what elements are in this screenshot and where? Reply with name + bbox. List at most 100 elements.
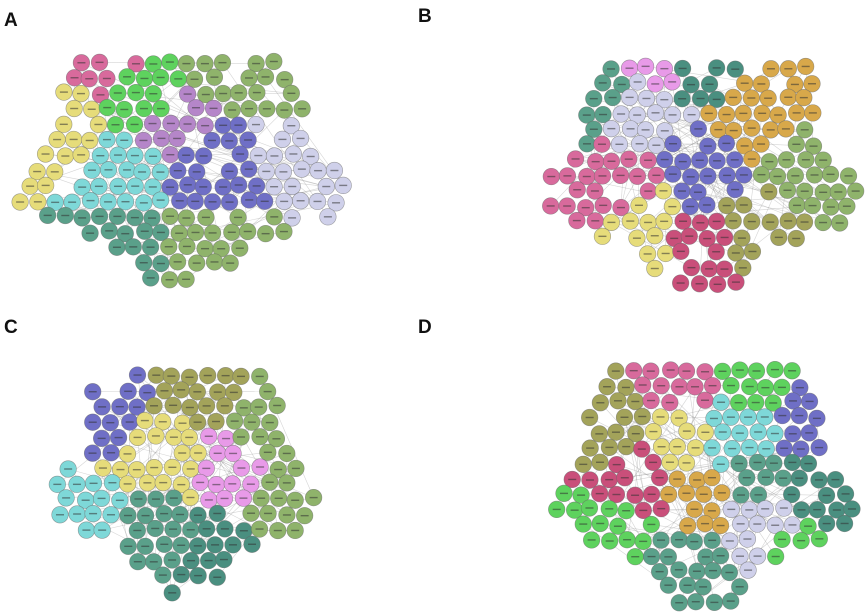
node-text-mark bbox=[229, 452, 238, 455]
node-text-mark bbox=[287, 125, 296, 127]
edge bbox=[611, 222, 675, 239]
node-text-mark bbox=[635, 143, 644, 145]
node-text-mark bbox=[735, 586, 744, 588]
node-text-mark bbox=[782, 159, 791, 161]
node-text-mark bbox=[41, 184, 50, 187]
node-text-mark bbox=[795, 386, 804, 389]
node-text-mark bbox=[77, 62, 86, 64]
node-text-mark bbox=[225, 201, 234, 203]
node-text-mark bbox=[149, 561, 158, 563]
node-text-mark bbox=[612, 493, 621, 496]
node-text-mark bbox=[106, 514, 115, 516]
node-text-mark bbox=[245, 77, 254, 79]
node-text-mark bbox=[605, 478, 614, 481]
node-text-mark bbox=[287, 92, 296, 95]
node-text-mark bbox=[840, 522, 849, 525]
node-text-mark bbox=[683, 584, 692, 586]
node-text-mark bbox=[682, 462, 691, 464]
node-text-mark bbox=[660, 98, 669, 101]
node-text-mark bbox=[686, 205, 695, 208]
node-text-mark bbox=[237, 375, 246, 378]
node-text-mark bbox=[847, 508, 856, 510]
edge bbox=[196, 171, 275, 218]
node-text-mark bbox=[114, 185, 123, 188]
node-text-mark bbox=[95, 61, 104, 64]
node-text-mark bbox=[778, 414, 787, 417]
node-text-mark bbox=[718, 431, 727, 433]
node-text-mark bbox=[51, 201, 60, 204]
node-text-mark bbox=[736, 523, 745, 525]
node-text-mark bbox=[577, 494, 586, 496]
node-text-mark bbox=[96, 155, 105, 157]
panel-label: B bbox=[418, 6, 432, 27]
node-text-mark bbox=[168, 559, 177, 561]
node-text-mark bbox=[192, 107, 201, 109]
node-text-mark bbox=[175, 232, 184, 234]
node-text-mark bbox=[633, 175, 642, 178]
node-text-mark bbox=[196, 481, 205, 484]
node-text-mark bbox=[723, 174, 732, 177]
node-text-mark bbox=[297, 168, 306, 170]
node-text-mark bbox=[234, 216, 243, 219]
node-text-mark bbox=[737, 237, 746, 239]
node-text-mark bbox=[169, 436, 178, 438]
node-text-mark bbox=[742, 476, 751, 479]
node-text-mark bbox=[675, 386, 684, 388]
edge bbox=[653, 431, 704, 587]
node-text-mark bbox=[638, 384, 647, 386]
edge bbox=[160, 63, 206, 109]
node-text-mark bbox=[568, 478, 577, 481]
node-text-mark bbox=[769, 402, 778, 404]
node-text-mark bbox=[191, 231, 200, 234]
node-text-mark bbox=[166, 215, 175, 217]
node-text-mark bbox=[657, 446, 666, 448]
node-text-mark bbox=[791, 175, 800, 177]
node-text-mark bbox=[731, 68, 740, 70]
edge bbox=[664, 129, 719, 160]
node-text-mark bbox=[656, 416, 665, 418]
node-text-mark bbox=[800, 221, 809, 223]
node-text-mark bbox=[740, 145, 749, 147]
node-text-mark bbox=[87, 169, 96, 171]
node-text-mark bbox=[643, 253, 652, 255]
node-text-mark bbox=[225, 170, 234, 173]
node-text-mark bbox=[157, 107, 166, 110]
node-text-mark bbox=[69, 138, 78, 141]
node-text-mark bbox=[685, 235, 694, 237]
node-text-mark bbox=[795, 477, 804, 479]
node-text-mark bbox=[296, 137, 305, 140]
node-text-mark bbox=[641, 65, 650, 68]
node-text-mark bbox=[702, 204, 711, 206]
node-text-mark bbox=[819, 191, 828, 194]
node-text-mark bbox=[33, 170, 42, 173]
node-text-mark bbox=[130, 216, 139, 219]
node-text-mark bbox=[761, 476, 770, 479]
node-text-mark bbox=[148, 186, 157, 188]
node-text-mark bbox=[220, 405, 229, 407]
node-text-mark bbox=[78, 217, 87, 219]
node-text-mark bbox=[754, 494, 763, 496]
node-text-mark bbox=[314, 169, 323, 172]
node-text-mark bbox=[207, 139, 216, 142]
node-text-mark bbox=[687, 113, 696, 116]
node-text-mark bbox=[261, 76, 270, 78]
node-text-mark bbox=[649, 461, 658, 464]
node-text-mark bbox=[88, 421, 97, 423]
node-text-mark bbox=[780, 447, 789, 449]
node-text-mark bbox=[255, 528, 264, 530]
node-text-mark bbox=[226, 262, 235, 264]
node-text-mark bbox=[280, 78, 289, 81]
node-text-mark bbox=[213, 452, 222, 454]
node-text-mark bbox=[182, 245, 191, 248]
node-text-mark bbox=[799, 96, 808, 99]
node-text-mark bbox=[130, 123, 139, 126]
node-text-mark bbox=[116, 468, 125, 471]
edge bbox=[77, 498, 225, 515]
node-text-mark bbox=[186, 529, 195, 531]
node-text-mark bbox=[753, 523, 762, 525]
node-text-mark bbox=[203, 374, 212, 377]
node-text-mark bbox=[89, 512, 98, 515]
edge bbox=[144, 78, 292, 94]
node-text-mark bbox=[748, 250, 757, 253]
